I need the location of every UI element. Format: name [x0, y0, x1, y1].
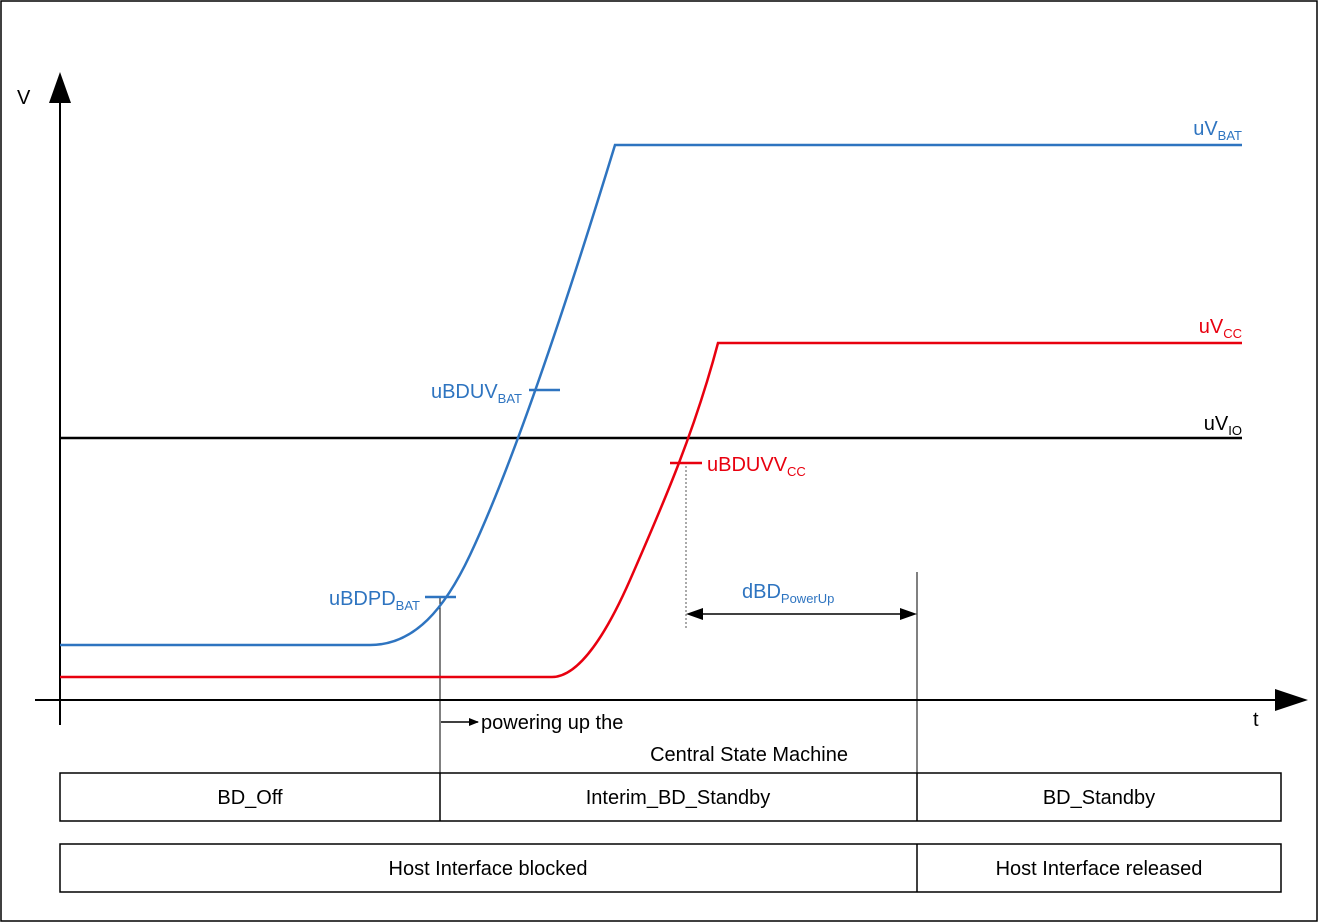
axes: V t: [17, 72, 1308, 731]
state-interim-bd-standby: Interim_BD_Standby: [586, 787, 771, 809]
state-bd-standby: BD_Standby: [1043, 787, 1155, 809]
vbat-curve: [60, 143, 1242, 647]
x-axis-arrowhead: [1275, 689, 1308, 711]
state-bd-off: BD_Off: [217, 787, 283, 809]
powerup-arrow-right: [900, 608, 917, 620]
host-row-box: [59, 843, 1282, 893]
vcc-curve: [60, 341, 1242, 679]
annotation-line1: powering up the: [481, 712, 623, 734]
state-row-box: [59, 772, 1282, 822]
host-row: Host Interface blocked Host Interface re…: [59, 843, 1282, 893]
vcc-label: uVCC: [1199, 316, 1242, 341]
powerup-duration-label: dBDPowerUp: [742, 581, 834, 606]
y-axis-label: V: [17, 87, 31, 109]
x-axis-label: t: [1253, 709, 1259, 731]
host-interface-released: Host Interface released: [996, 858, 1203, 880]
host-interface-blocked: Host Interface blocked: [389, 858, 588, 880]
powerup-duration: dBDPowerUp: [686, 581, 917, 620]
pdbat-label: uBDPDBAT: [329, 588, 420, 613]
uvbat-label: uBDUVBAT: [431, 381, 522, 406]
annotation-line2: Central State Machine: [650, 744, 848, 766]
vbat-label: uVBAT: [1193, 118, 1242, 143]
uvvcc-label: uBDUVVCC: [707, 454, 806, 479]
vio-label: uVIO: [1204, 413, 1242, 438]
powerup-arrow-left: [686, 608, 703, 620]
y-axis-arrowhead: [49, 72, 71, 103]
state-row: BD_Off Interim_BD_Standby BD_Standby: [59, 772, 1282, 822]
